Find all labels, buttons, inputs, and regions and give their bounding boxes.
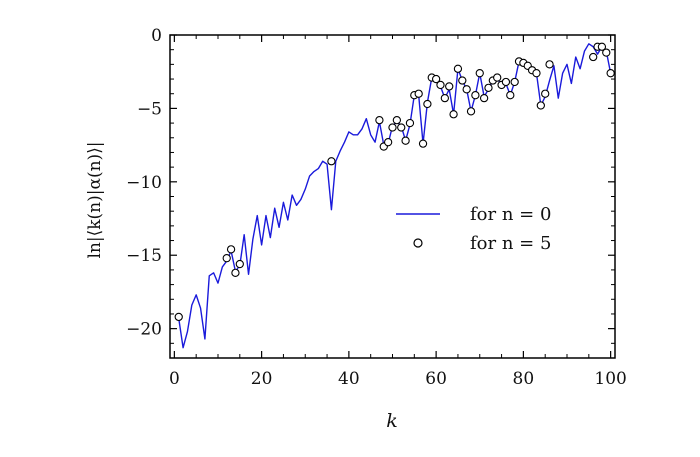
- series-markers: [174, 42, 615, 322]
- legend-marker-swatch: [413, 238, 423, 248]
- x-tick-label: 100: [594, 369, 626, 389]
- series-marker-n5: [462, 85, 471, 94]
- y-tick-label: −15: [126, 246, 162, 266]
- x-tick-label: 80: [513, 369, 535, 389]
- series-marker-n5: [231, 268, 240, 277]
- series-marker-n5: [510, 77, 519, 87]
- x-axis-label: k: [386, 410, 398, 432]
- series-marker-n5: [375, 116, 384, 125]
- series-marker-n5: [493, 73, 502, 82]
- series-marker-n5: [423, 99, 432, 109]
- series-marker-n5: [449, 110, 458, 119]
- series-marker-n5: [453, 64, 463, 73]
- series-marker-n5: [458, 76, 467, 85]
- legend: for n = 0 for n = 5: [396, 204, 551, 254]
- x-axis-ticks: 0 20 40 60 80 100: [169, 35, 627, 389]
- x-tick-label: 0: [169, 369, 180, 389]
- legend-label-series-2: for n = 5: [470, 233, 551, 254]
- series-marker-n5: [545, 60, 554, 69]
- y-tick-label: −10: [126, 173, 162, 193]
- x-tick-label: 40: [338, 369, 360, 389]
- series-marker-n5: [383, 138, 393, 147]
- series-marker-n5: [536, 101, 545, 110]
- series-marker-n5: [174, 312, 183, 322]
- series-marker-n5: [235, 259, 244, 269]
- y-tick-label: −20: [126, 320, 162, 340]
- x-tick-label: 20: [251, 369, 273, 389]
- series-marker-n5: [506, 91, 515, 100]
- series-marker-n5: [397, 123, 406, 132]
- series-marker-n5: [466, 107, 476, 116]
- series-marker-n5: [222, 254, 231, 263]
- y-axis-label: ln|⟨k(n)|α(n)⟩|: [85, 141, 105, 258]
- series-line-n0: [178, 43, 612, 349]
- series-marker-n5: [484, 83, 493, 92]
- series-marker-n5: [405, 118, 415, 128]
- series-marker-n5: [440, 93, 449, 103]
- x-tick-label: 60: [425, 369, 447, 389]
- y-tick-label: −5: [137, 99, 162, 119]
- series-marker-n5: [401, 136, 410, 145]
- series-marker-n5: [414, 89, 423, 98]
- y-axis-ticks: 0 −5 −10 −15 −20: [126, 26, 615, 344]
- series-marker-n5: [445, 82, 454, 91]
- series-marker-n5: [475, 69, 484, 78]
- series-marker-n5: [431, 74, 441, 84]
- series-marker-n5: [479, 93, 489, 103]
- series-marker-n5: [226, 245, 236, 254]
- series-marker-n5: [327, 157, 336, 166]
- series-marker-n5: [597, 42, 607, 51]
- series-marker-n5: [501, 77, 511, 87]
- series-marker-n5: [606, 69, 615, 78]
- series-marker-n5: [392, 116, 402, 125]
- series-marker-n5: [532, 69, 541, 78]
- series-marker-n5: [436, 80, 445, 90]
- legend-label-series-1: for n = 0: [470, 204, 551, 225]
- series-marker-n5: [589, 52, 598, 62]
- series-marker-n5: [602, 48, 611, 57]
- y-tick-label: 0: [151, 26, 162, 46]
- series-marker-n5: [471, 91, 480, 100]
- series-marker-n5: [541, 89, 550, 98]
- series-lines: [178, 43, 612, 349]
- series-marker-n5: [388, 123, 397, 132]
- series-marker-n5: [418, 139, 428, 148]
